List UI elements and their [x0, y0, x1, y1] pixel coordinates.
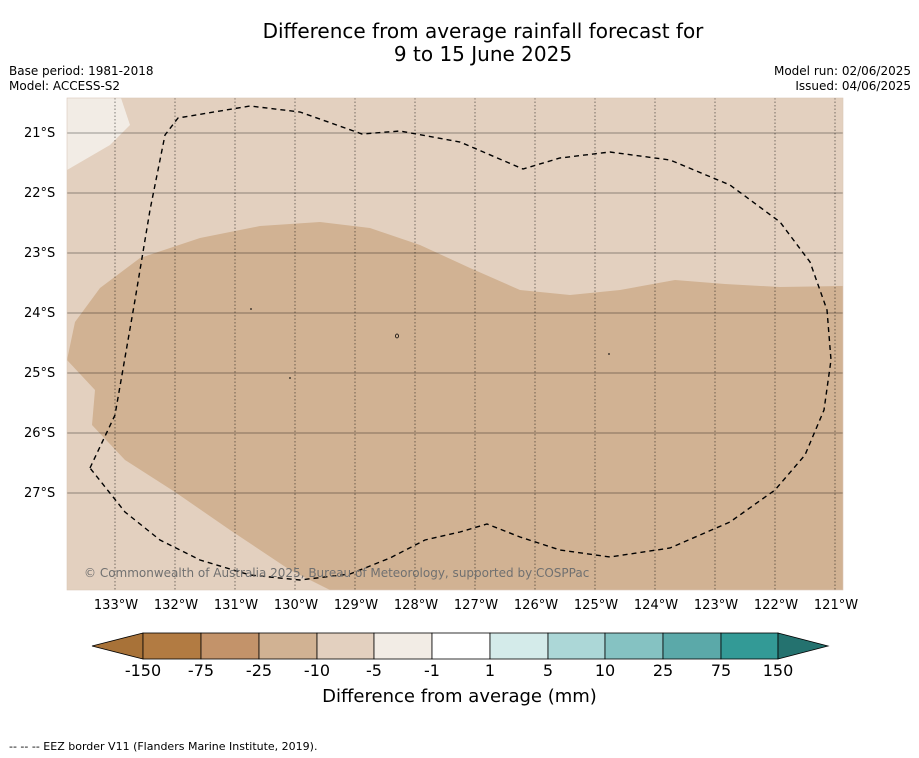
- lon-label-129w: 129°W: [333, 598, 379, 613]
- lon-label-127w: 127°W: [453, 598, 499, 613]
- map-frame: [66, 97, 844, 591]
- lon-label-128w: 128°W: [393, 598, 439, 613]
- colorbar-segment-5: [373, 632, 433, 660]
- colorbar-segment-4: [316, 632, 375, 660]
- model-name: Model: ACCESS-S2: [9, 79, 121, 93]
- colorbar-segment-9: [604, 632, 664, 660]
- lon-label-125w: 125°W: [573, 598, 619, 613]
- lat-label-21s: 21°S: [24, 126, 56, 141]
- colorbar-low-arrow: [91, 632, 144, 660]
- colorbar-segment-6: [431, 632, 491, 660]
- issued-date: Issued: 04/06/2025: [795, 79, 911, 93]
- lon-label-124w: 124°W: [633, 598, 679, 613]
- lat-label-24s: 24°S: [24, 306, 56, 321]
- colorbar-tick: -1: [424, 661, 440, 680]
- colorbar-tick: -10: [303, 661, 331, 680]
- colorbar-tick: 5: [542, 661, 554, 680]
- colorbar-tick: -75: [187, 661, 215, 680]
- island-markers: [250, 308, 610, 379]
- meridian-lines: [114, 98, 836, 590]
- colorbar-segment-11: [720, 632, 779, 660]
- base-period: Base period: 1981-2018: [9, 64, 154, 78]
- lat-label-26s: 26°S: [24, 426, 56, 441]
- colorbar: [91, 632, 830, 660]
- colorbar-tick: -150: [124, 661, 162, 680]
- map-area: [67, 98, 843, 590]
- lon-label-123w: 123°W: [693, 598, 739, 613]
- colorbar-tick: -5: [366, 661, 382, 680]
- lon-label-121w: 121°W: [813, 598, 859, 613]
- model-run: Model run: 02/06/2025: [773, 64, 911, 78]
- lon-label-130w: 130°W: [273, 598, 319, 613]
- colorbar-tick: 1: [484, 661, 496, 680]
- copyright-notice: © Commonwealth of Australia 2025, Bureau…: [84, 566, 590, 580]
- lon-label-131w: 131°W: [213, 598, 259, 613]
- colorbar-segment-8: [547, 632, 606, 660]
- colorbar-segment-2: [200, 632, 260, 660]
- colorbar-tick: 10: [594, 661, 616, 680]
- lon-label-126w: 126°W: [513, 598, 559, 613]
- map-title-line2: 9 to 15 June 2025: [393, 42, 573, 66]
- lat-label-25s: 25°S: [24, 366, 56, 381]
- lat-label-22s: 22°S: [24, 186, 56, 201]
- lat-label-23s: 23°S: [24, 246, 56, 261]
- colorbar-tick: 75: [710, 661, 732, 680]
- lon-label-132w: 132°W: [153, 598, 199, 613]
- near-normal-region: [67, 98, 130, 170]
- colorbar-segment-1: [142, 632, 202, 660]
- colorbar-segment-7: [489, 632, 549, 660]
- colorbar-tick: -25: [245, 661, 273, 680]
- eez-border: [89, 105, 832, 581]
- lon-label-122w: 122°W: [753, 598, 799, 613]
- lat-label-27s: 27°S: [24, 486, 56, 501]
- lon-label-133w: 133°W: [93, 598, 139, 613]
- eez-footnote: -- -- -- EEZ border V11 (Flanders Marine…: [9, 740, 318, 753]
- colorbar-label: Difference from average (mm): [322, 686, 597, 707]
- colorbar-tick: 25: [652, 661, 674, 680]
- colorbar-high-arrow: [777, 632, 830, 660]
- moderate-dry-region: [67, 222, 843, 590]
- grid-lines: [67, 132, 843, 494]
- colorbar-segment-10: [662, 632, 722, 660]
- map-title-line1: Difference from average rainfall forecas…: [262, 19, 704, 43]
- colorbar-tick: 150: [762, 661, 794, 680]
- colorbar-segment-3: [258, 632, 318, 660]
